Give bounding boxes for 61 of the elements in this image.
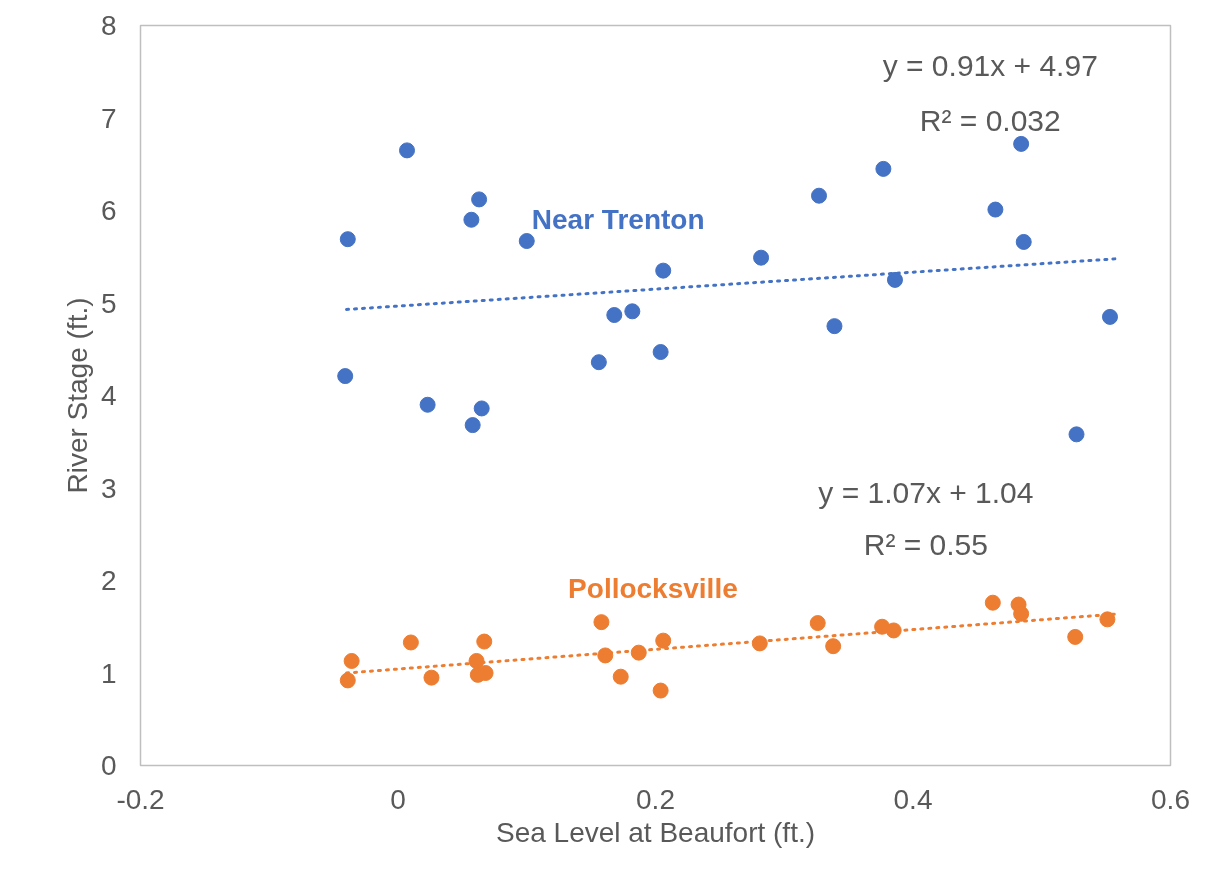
y-tick-label: 4 bbox=[100, 380, 117, 411]
point bbox=[1013, 135, 1030, 152]
point bbox=[1101, 308, 1118, 325]
point bbox=[655, 632, 672, 649]
point bbox=[343, 652, 360, 669]
point bbox=[464, 417, 481, 434]
point bbox=[875, 160, 892, 177]
annotation: R² = 0.032 bbox=[919, 104, 1061, 138]
annotation: R² = 0.55 bbox=[863, 527, 988, 561]
x-tick-label: -0.2 bbox=[116, 783, 165, 815]
point bbox=[593, 614, 610, 631]
point bbox=[987, 201, 1004, 218]
series-label: Pollocksville bbox=[568, 573, 738, 605]
x-tick-label: 0 bbox=[390, 783, 406, 815]
y-tick-label: 0 bbox=[100, 750, 117, 781]
point bbox=[652, 682, 669, 699]
y-tick-label: 5 bbox=[100, 287, 117, 319]
point bbox=[471, 191, 488, 208]
point bbox=[811, 187, 828, 204]
point bbox=[518, 233, 535, 250]
point bbox=[1067, 628, 1084, 645]
y-tick-label: 1 bbox=[100, 657, 117, 689]
point bbox=[652, 344, 669, 361]
point bbox=[1015, 233, 1032, 250]
point bbox=[339, 231, 356, 248]
series-label: Near Trenton bbox=[531, 204, 705, 236]
point bbox=[1068, 426, 1085, 443]
annotation: y = 0.91x + 4.97 bbox=[882, 48, 1098, 82]
y-axis-title: River Stage (ft.) bbox=[61, 297, 93, 494]
point bbox=[419, 396, 436, 413]
point bbox=[606, 307, 623, 324]
annotation: y = 1.07x + 1.04 bbox=[818, 476, 1034, 510]
point bbox=[337, 368, 354, 385]
point bbox=[1099, 611, 1116, 628]
y-tick-label: 2 bbox=[100, 565, 117, 596]
point bbox=[473, 400, 490, 417]
point bbox=[886, 271, 903, 288]
x-axis-title: Sea Level at Beaufort (ft.) bbox=[495, 816, 816, 848]
point bbox=[826, 318, 843, 335]
x-tick-label: 0.4 bbox=[893, 783, 933, 815]
x-tick-label: 0.2 bbox=[636, 783, 675, 815]
point bbox=[399, 142, 416, 159]
point bbox=[402, 634, 419, 651]
point bbox=[624, 303, 641, 320]
point bbox=[476, 633, 493, 650]
point bbox=[612, 668, 629, 685]
point bbox=[809, 615, 826, 632]
point bbox=[590, 354, 607, 371]
point bbox=[753, 249, 770, 266]
point bbox=[423, 669, 440, 686]
y-tick-label: 6 bbox=[100, 195, 117, 226]
point bbox=[339, 672, 356, 689]
y-tick-label: 3 bbox=[100, 472, 117, 504]
point bbox=[463, 211, 480, 228]
point bbox=[655, 262, 672, 279]
y-tick-label: 8 bbox=[100, 10, 117, 41]
x-tick-label: 0.6 bbox=[1151, 783, 1190, 815]
point bbox=[825, 638, 842, 655]
point bbox=[984, 594, 1001, 611]
y-tick-label: 7 bbox=[100, 102, 117, 134]
point bbox=[1013, 605, 1030, 622]
